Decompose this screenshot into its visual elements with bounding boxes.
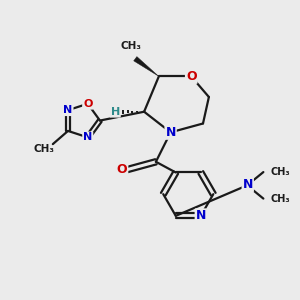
Text: O: O (186, 70, 196, 83)
Text: CH₃: CH₃ (271, 194, 290, 204)
Text: CH₃: CH₃ (34, 143, 55, 154)
Text: N: N (196, 209, 206, 222)
Text: CH₃: CH₃ (120, 41, 141, 51)
Text: CH₃: CH₃ (271, 167, 290, 177)
Text: H: H (111, 107, 120, 117)
Text: N: N (63, 105, 73, 115)
Text: O: O (117, 163, 127, 176)
Text: O: O (83, 99, 92, 109)
Text: N: N (165, 126, 176, 139)
Text: N: N (83, 132, 92, 142)
Polygon shape (134, 57, 159, 76)
Text: N: N (243, 178, 253, 191)
